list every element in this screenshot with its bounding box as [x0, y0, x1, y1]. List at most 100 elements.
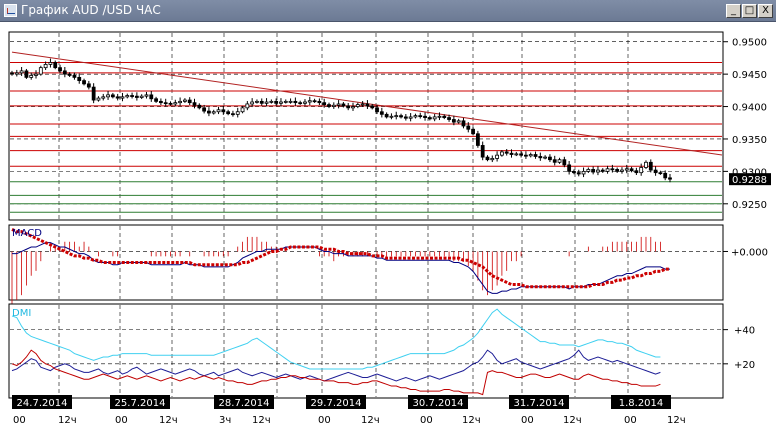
hour-label: 00 [624, 415, 637, 426]
candle-body [110, 94, 115, 98]
candle-body [596, 169, 600, 173]
date-label: 25.7.2014 [115, 398, 166, 409]
candle-body [307, 100, 312, 103]
candle-body [605, 168, 610, 172]
date-label: 24.7.2014 [17, 398, 68, 409]
candle-body [216, 109, 221, 113]
candle-body [624, 168, 629, 171]
candle-body [48, 62, 53, 65]
candle-body [331, 104, 336, 107]
window-titlebar: График AUD /USD ЧАС _ □ X [0, 0, 776, 22]
candle-body [144, 94, 149, 97]
candle-body [384, 113, 389, 118]
candle-body [29, 75, 34, 78]
candle-body [586, 169, 591, 172]
candle-body [639, 167, 644, 174]
candle-body [327, 104, 331, 107]
candle-body [519, 153, 524, 156]
candle-body [658, 172, 663, 175]
candle-body [259, 100, 264, 104]
candle-body [466, 125, 471, 130]
candle-body [158, 100, 163, 104]
hour-label: 12ч [667, 415, 686, 426]
date-label: 28.7.2014 [219, 398, 270, 409]
candle-body [533, 154, 538, 157]
hour-label: 12ч [563, 415, 582, 426]
dmi-title: DMI [12, 308, 31, 319]
candle-body [149, 94, 154, 100]
price-tick-label: 0.9250 [732, 200, 767, 211]
candle-body [346, 105, 351, 109]
candle-body [442, 115, 447, 118]
candle-body [355, 104, 360, 107]
candle-body [432, 116, 437, 120]
candle-body [471, 128, 475, 135]
candle-body [365, 103, 370, 107]
candle-body [168, 102, 173, 105]
candle-body [183, 99, 187, 102]
dmi-tick-label: +20 [734, 360, 755, 371]
candle-body [538, 156, 543, 159]
candle-body [629, 168, 634, 172]
candle-body [634, 170, 639, 174]
candle-body [620, 169, 624, 172]
date-label: 1.8.2014 [619, 398, 664, 409]
hour-label: 12ч [462, 415, 481, 426]
macd-panel [8, 224, 724, 301]
macd-tick-label: +0.000 [731, 247, 768, 258]
candle-body [178, 100, 183, 104]
dmi-plus_di-line [11, 349, 661, 382]
close-button[interactable]: X [758, 4, 773, 18]
candle-body [495, 154, 499, 159]
candle-body [226, 111, 231, 115]
candle-body [485, 156, 490, 161]
candle-body [82, 80, 86, 85]
candle-body [106, 94, 110, 98]
dmi-panel [8, 303, 724, 399]
dmi-tick-label: +40 [734, 326, 755, 337]
macd-title: MACD [12, 228, 42, 239]
candle-body [38, 67, 43, 75]
minimize-button[interactable]: _ [726, 4, 741, 18]
price-panel [8, 31, 724, 221]
candle-body [101, 96, 106, 99]
date-label-box [408, 395, 468, 409]
candle-body [475, 133, 480, 146]
candle-body [120, 96, 125, 99]
candle-body [207, 110, 211, 114]
candle-body [600, 169, 605, 172]
maximize-button[interactable]: □ [742, 4, 757, 18]
candle-body [461, 120, 466, 127]
current-price-box [729, 173, 771, 186]
candle-body [567, 164, 572, 172]
hour-label: 12ч [159, 415, 178, 426]
candle-body [221, 109, 226, 113]
candle-body [557, 159, 562, 163]
candle-body [67, 73, 72, 76]
candle-body [399, 115, 403, 118]
hour-label: 12ч [361, 415, 380, 426]
candle-body [163, 102, 168, 105]
dmi-minus_di-line [11, 349, 661, 396]
candle-body [62, 70, 67, 75]
candle-body [581, 170, 586, 175]
candle-body [375, 107, 379, 113]
candle-body [130, 95, 134, 97]
hour-label: 00 [13, 415, 26, 426]
candle-body [543, 156, 548, 159]
candle-body [115, 96, 120, 99]
hour-label: 12ч [252, 415, 271, 426]
price-tick-label: 0.9500 [732, 38, 767, 49]
candle-body [293, 100, 298, 104]
candle-body [456, 120, 461, 123]
candle-body [370, 105, 375, 109]
price-tick-label: 0.9300 [732, 167, 767, 178]
candle-body [394, 115, 399, 118]
candle-body [336, 103, 341, 106]
candle-body [548, 156, 552, 161]
candle-body [490, 158, 495, 161]
candle-body [562, 159, 567, 166]
date-label-box [214, 395, 274, 409]
candle-body [125, 95, 130, 98]
candle-body [514, 153, 519, 156]
